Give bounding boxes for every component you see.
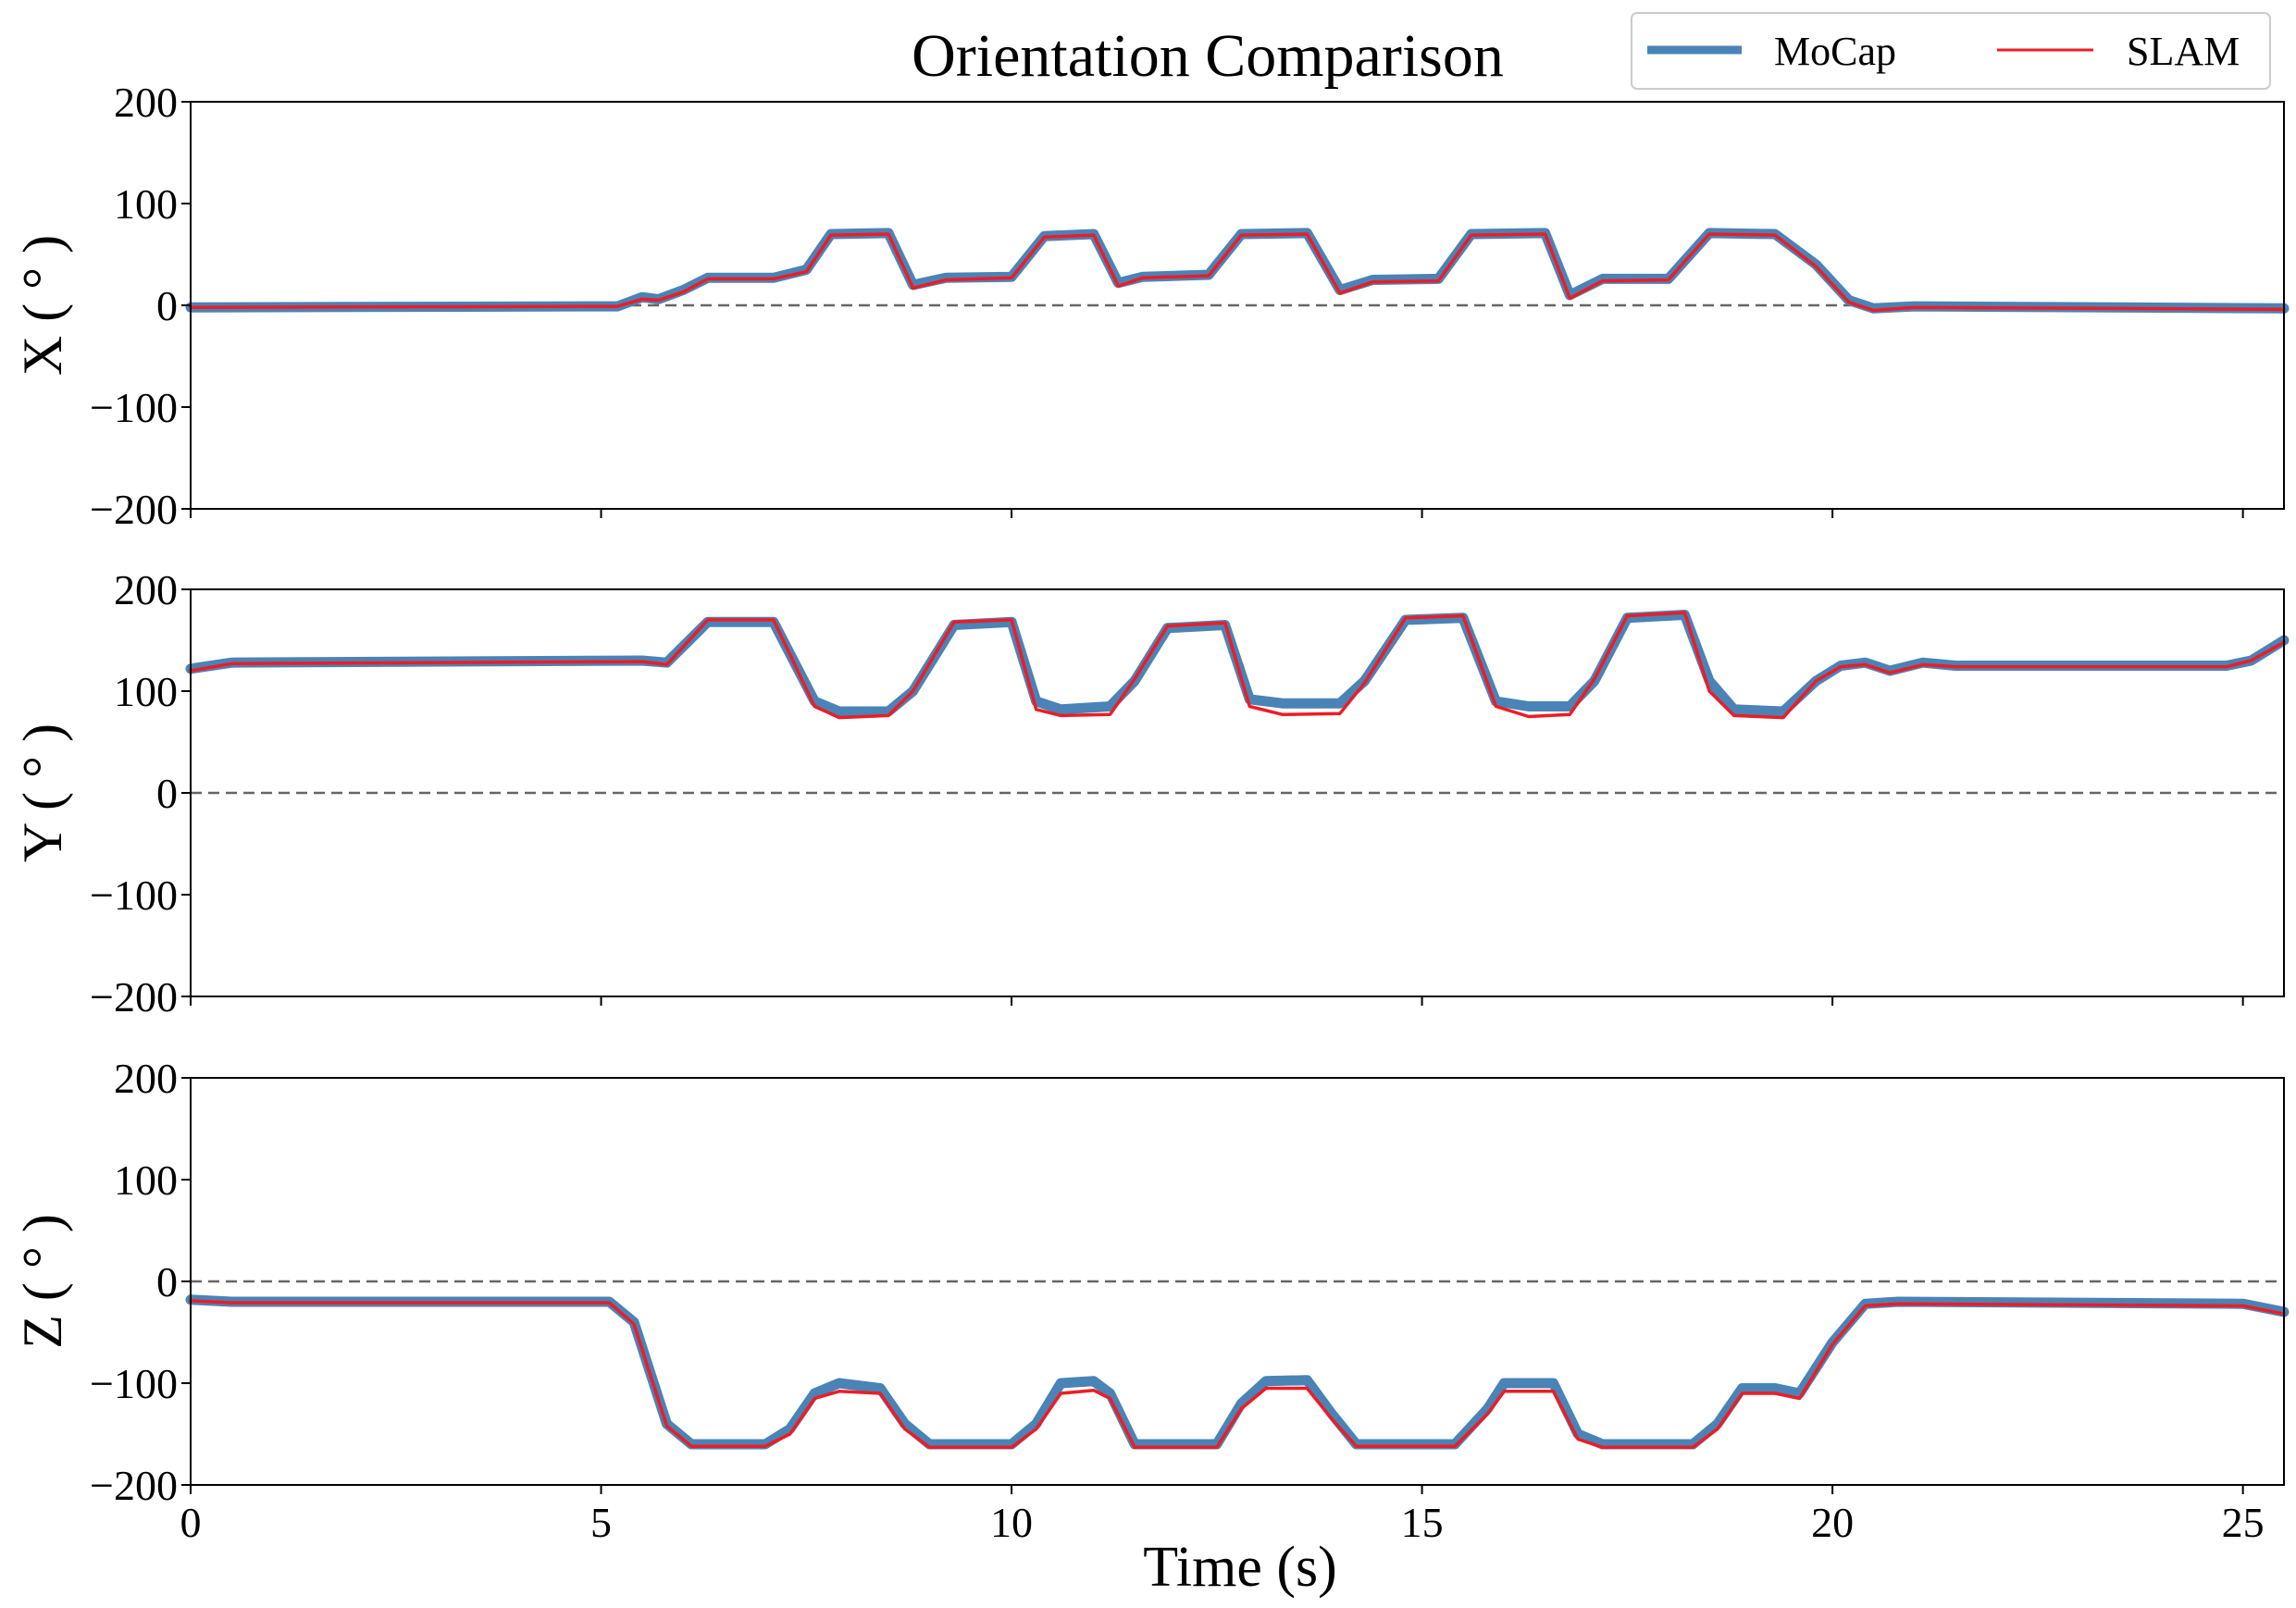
x-tick-label: 5 bbox=[590, 1499, 612, 1546]
series-mocap-line bbox=[185, 228, 2290, 314]
y-tick-label: 0 bbox=[156, 282, 178, 329]
legend-label-mocap: MoCap bbox=[1774, 29, 1896, 74]
y-tick-label: −200 bbox=[90, 486, 178, 533]
y-tick-label: 100 bbox=[114, 180, 178, 228]
y-axis-label-z: Z ( ° ) bbox=[12, 1214, 73, 1349]
x-tick-label: 20 bbox=[1811, 1499, 1854, 1546]
y-tick-label: −100 bbox=[90, 1360, 178, 1407]
x-tick-label: 0 bbox=[180, 1499, 202, 1546]
y-tick-label: 200 bbox=[114, 79, 178, 126]
y-tick-label: 100 bbox=[114, 668, 178, 715]
series-slam-line bbox=[189, 232, 2286, 313]
y-tick-label: 100 bbox=[114, 1157, 178, 1204]
panel-y: 200 100 0 −100 −200 Y ( ° ) bbox=[12, 566, 2290, 1020]
y-tick-label: −100 bbox=[90, 384, 178, 431]
x-axis-label: Time (s) bbox=[1143, 1536, 1337, 1599]
y-axis-label-x: X ( ° ) bbox=[12, 235, 73, 376]
x-tick-label: 15 bbox=[1401, 1499, 1444, 1546]
y-tick-label: 200 bbox=[114, 1055, 178, 1102]
y-tick-label: −100 bbox=[90, 872, 178, 919]
x-tick-label: 25 bbox=[2222, 1499, 2265, 1546]
panel-x: 200 100 0 −100 −200 X ( ° ) bbox=[12, 79, 2290, 533]
legend-frame bbox=[1631, 12, 2271, 90]
y-axis-label-y: Y ( ° ) bbox=[12, 724, 73, 862]
y-tick-label: −200 bbox=[90, 1462, 178, 1509]
legend: MoCap SLAM bbox=[1631, 12, 2271, 90]
y-tick-label: −200 bbox=[90, 973, 178, 1020]
series-slam-line bbox=[189, 1299, 2286, 1450]
y-tick-label: 200 bbox=[114, 566, 178, 613]
legend-label-slam: SLAM bbox=[2127, 29, 2240, 74]
x-tick-label: 10 bbox=[990, 1499, 1033, 1546]
y-tick-label: 0 bbox=[156, 770, 178, 817]
chart-title: Orientation Comparison bbox=[912, 22, 1504, 90]
series-mocap-line bbox=[185, 1294, 2290, 1450]
series-slam-line bbox=[189, 611, 2286, 720]
y-tick-label: 0 bbox=[156, 1258, 178, 1305]
